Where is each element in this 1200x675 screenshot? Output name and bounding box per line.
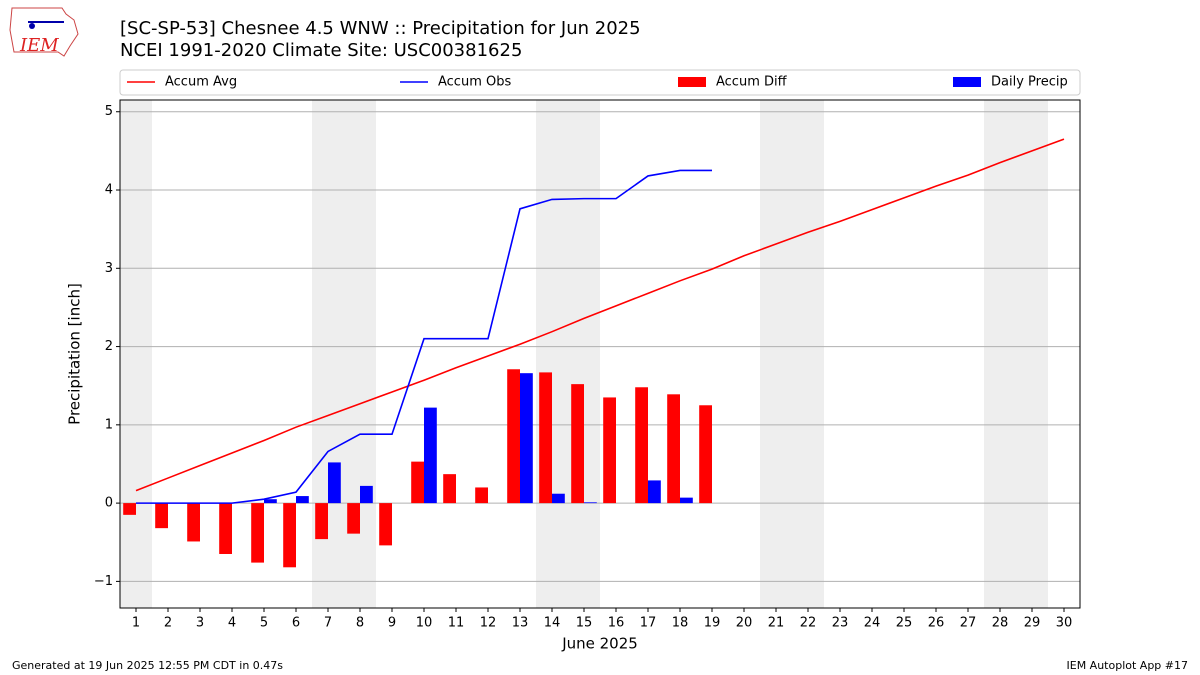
bar [424, 407, 437, 504]
legend-label: Accum Obs [438, 75, 511, 90]
line [135, 138, 1065, 492]
x-tick-label: 30 [1056, 616, 1073, 631]
x-tick-label: 2 [164, 616, 172, 631]
y-tick-label: 3 [105, 261, 113, 276]
bar [155, 503, 168, 529]
bar [571, 384, 584, 504]
bar [296, 496, 309, 504]
plot-frame [119, 99, 1081, 609]
bar [283, 503, 296, 568]
x-tick-label: 8 [356, 616, 364, 631]
weekend-shade [536, 100, 568, 608]
legend-label: Accum Diff [716, 75, 788, 90]
bar [264, 499, 277, 504]
chart-subtitle: NCEI 1991-2020 Climate Site: USC00381625 [120, 40, 522, 61]
weekend-shade [120, 100, 152, 608]
bar [411, 461, 424, 504]
bar [443, 474, 456, 504]
footer-left: Generated at 19 Jun 2025 12:55 PM CDT in… [12, 659, 283, 672]
weekend-shade [760, 100, 792, 608]
bar [251, 503, 264, 563]
bar [699, 405, 712, 504]
x-tick-label: 20 [736, 616, 753, 631]
bar [315, 503, 328, 540]
x-tick-label: 14 [544, 616, 561, 631]
x-tick-label: 26 [928, 616, 945, 631]
x-tick-label: 11 [448, 616, 465, 631]
line [136, 169, 712, 504]
x-axis-label: June 2025 [561, 635, 638, 653]
bar [187, 503, 200, 542]
x-tick-label: 15 [576, 616, 593, 631]
x-tick-label: 7 [324, 616, 332, 631]
x-tick-label: 27 [960, 616, 977, 631]
x-tick-label: 3 [196, 616, 204, 631]
weekend-shade [1016, 100, 1048, 608]
chart-title: [SC-SP-53] Chesnee 4.5 WNW :: Precipitat… [120, 18, 641, 39]
x-tick-label: 5 [260, 616, 268, 631]
bar [123, 503, 136, 515]
bar [552, 493, 565, 504]
x-tick-label: 9 [388, 616, 396, 631]
x-tick-label: 24 [864, 616, 881, 631]
y-tick-label: 4 [105, 183, 113, 198]
bar [539, 372, 552, 504]
x-tick-label: 16 [608, 616, 625, 631]
bar [680, 497, 693, 504]
bar [379, 503, 392, 546]
y-tick-label: 5 [105, 104, 113, 119]
x-tick-label: 29 [1024, 616, 1041, 631]
x-tick-label: 12 [480, 616, 497, 631]
x-tick-label: 4 [228, 616, 236, 631]
y-tick-label: 0 [105, 496, 113, 511]
legend-label: Accum Avg [165, 75, 237, 90]
x-tick-label: 10 [416, 616, 433, 631]
footer-right: IEM Autoplot App #17 [1067, 659, 1189, 672]
bar [507, 369, 520, 504]
bar [219, 503, 232, 554]
bar [475, 487, 488, 504]
bar [635, 387, 648, 504]
legend-box [119, 69, 1081, 96]
x-tick-label: 6 [292, 616, 300, 631]
y-tick-label: 1 [105, 417, 113, 432]
bar [667, 394, 680, 504]
y-tick-label: 2 [105, 339, 113, 354]
bar [648, 480, 661, 504]
logo-text: IEM [19, 35, 59, 56]
x-tick-label: 18 [672, 616, 689, 631]
x-tick-label: 13 [512, 616, 529, 631]
legend-swatch [953, 77, 981, 87]
x-tick-label: 19 [704, 616, 721, 631]
y-axis-label: Precipitation [inch] [66, 283, 84, 425]
bar [328, 462, 341, 504]
y-tick-label: −1 [94, 574, 113, 589]
bar [520, 373, 533, 504]
x-tick-label: 17 [640, 616, 657, 631]
weekend-shade [984, 100, 1016, 608]
x-tick-label: 22 [800, 616, 817, 631]
x-tick-label: 1 [132, 616, 140, 631]
x-tick-label: 25 [896, 616, 913, 631]
x-tick-label: 21 [768, 616, 785, 631]
logo: IEM [9, 7, 79, 57]
legend-label: Daily Precip [991, 75, 1068, 90]
weekend-shade [568, 100, 600, 608]
bar [347, 503, 360, 534]
x-tick-label: 28 [992, 616, 1009, 631]
bar [584, 502, 597, 504]
weekend-shade [792, 100, 824, 608]
legend-swatch [678, 77, 706, 87]
bar [360, 485, 373, 504]
x-tick-label: 23 [832, 616, 849, 631]
bar [603, 397, 616, 504]
